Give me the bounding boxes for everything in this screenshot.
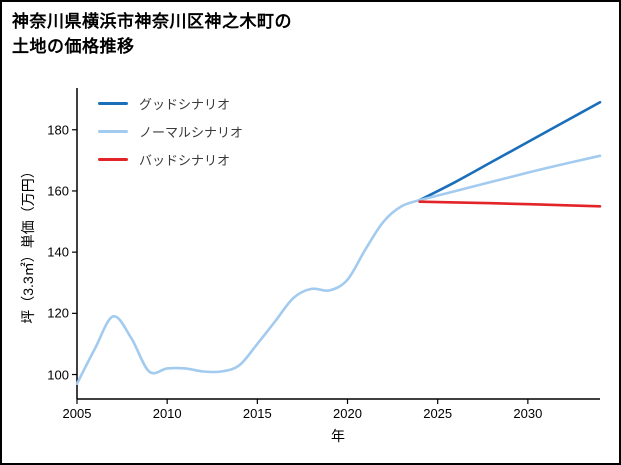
chart-title-line1: 神奈川県横浜市神奈川区神之木町の — [12, 12, 292, 31]
legend-label-normal: ノーマルシナリオ — [139, 124, 244, 140]
y-axis-label: 坪（3.3㎡）単価（万円） — [20, 164, 36, 324]
legend-swatch-normal — [98, 129, 128, 133]
legend-label-bad: バッドシナリオ — [139, 152, 231, 168]
series-line-normal — [418, 154, 602, 202]
series-line-historical — [75, 198, 421, 385]
chart-title: 神奈川県横浜市神奈川区神之木町の 土地の価格推移 — [12, 9, 292, 59]
series-line-good — [418, 100, 602, 202]
legend-swatch-bad — [98, 157, 128, 161]
legend-label-good: グッドシナリオ — [139, 96, 231, 112]
series-line-bad — [418, 200, 602, 208]
legend-item-good: グッドシナリオ — [98, 94, 243, 112]
chart-title-line2: 土地の価格推移 — [12, 37, 135, 56]
x-axis-label: 年 — [331, 428, 345, 444]
legend-item-normal: ノーマルシナリオ — [98, 122, 243, 140]
chart-legend: グッドシナリオ ノーマルシナリオ バッドシナリオ — [98, 94, 243, 168]
legend-item-bad: バッドシナリオ — [98, 150, 243, 168]
legend-swatch-good — [98, 101, 128, 105]
